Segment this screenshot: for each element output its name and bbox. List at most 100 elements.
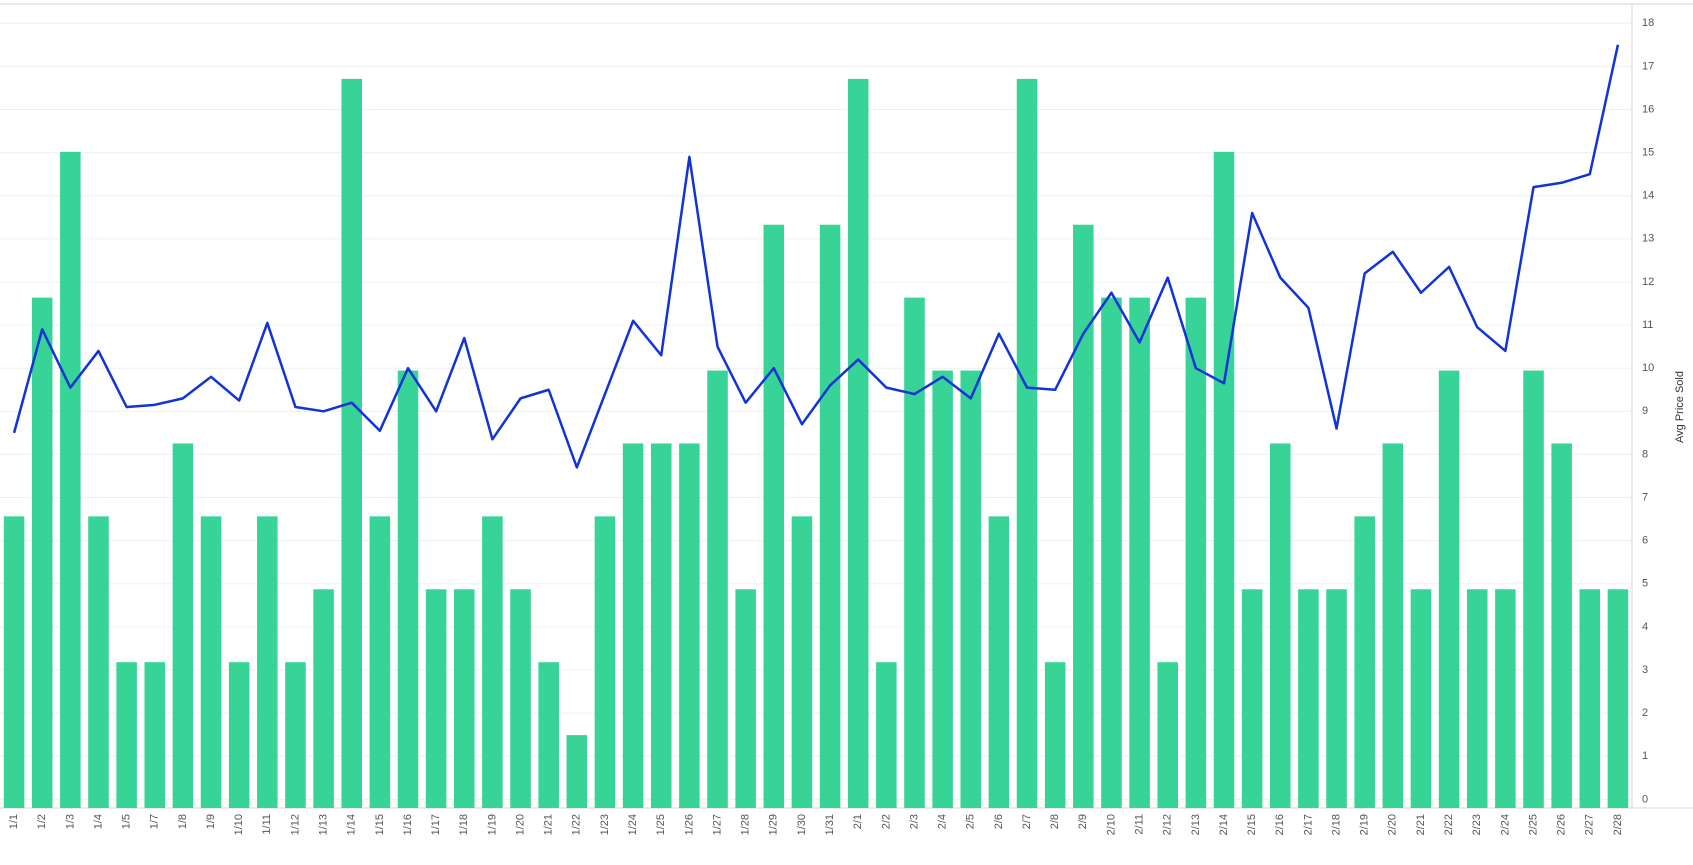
bar — [988, 516, 1010, 808]
bar — [1298, 589, 1319, 808]
x-tick-label: 1/18 — [458, 814, 470, 835]
bar — [31, 297, 53, 808]
x-tick-label: 1/19 — [486, 814, 498, 835]
x-tick-label: 2/23 — [1471, 814, 1483, 835]
x-tick-label: 2/6 — [993, 814, 1005, 829]
x-tick-label: 1/22 — [571, 814, 583, 835]
x-tick-label: 1/20 — [514, 814, 526, 835]
bar — [144, 662, 166, 808]
x-tick-label: 1/27 — [711, 814, 723, 835]
x-tick-label: 1/30 — [796, 814, 808, 835]
x-tick-label: 2/9 — [1077, 814, 1089, 829]
x-tick-label: 2/24 — [1499, 814, 1511, 835]
bar — [1157, 662, 1178, 808]
y2-tick-label: 9 — [1642, 405, 1648, 417]
y2-tick-label: 12 — [1642, 276, 1654, 288]
x-tick-label: 1/9 — [205, 814, 217, 829]
bar — [1466, 589, 1488, 808]
bar — [1101, 297, 1122, 808]
x-tick-label: 1/16 — [402, 814, 414, 835]
y2-tick-label: 10 — [1642, 362, 1654, 374]
x-tick-label: 1/14 — [346, 814, 358, 835]
bar — [1044, 662, 1066, 808]
x-tick-label: 2/26 — [1556, 814, 1568, 835]
x-tick-label: 1/31 — [824, 814, 836, 835]
y2-tick-label: 16 — [1642, 103, 1654, 115]
bar — [1213, 151, 1235, 808]
x-tick-label: 2/21 — [1415, 814, 1427, 835]
x-tick-label: 1/8 — [177, 814, 189, 829]
x-tick-label: 2/8 — [1049, 814, 1061, 829]
y2-tick-label: 3 — [1642, 664, 1648, 676]
y2-tick-label: 17 — [1642, 60, 1654, 72]
x-tick-label: 2/22 — [1443, 814, 1455, 835]
x-tick-label: 2/1 — [852, 814, 864, 829]
x-tick-label: 1/24 — [627, 814, 639, 835]
bar — [1326, 589, 1347, 808]
bar — [622, 443, 644, 808]
y2-tick-label: 8 — [1642, 448, 1648, 460]
bar — [60, 151, 81, 808]
x-tick-label: 1/21 — [543, 814, 555, 835]
bar — [257, 516, 278, 808]
x-tick-label: 2/17 — [1302, 814, 1314, 835]
x-tick-label: 2/11 — [1133, 814, 1145, 835]
bar — [482, 516, 503, 808]
bar — [735, 589, 756, 808]
bar — [1495, 589, 1516, 808]
y2-tick-label: 18 — [1642, 17, 1654, 29]
x-tick-label: 1/28 — [740, 814, 752, 835]
x-tick-label: 1/10 — [233, 814, 245, 835]
bar — [425, 589, 447, 808]
bar — [932, 370, 953, 808]
bar — [200, 516, 222, 808]
y2-tick-label: 1 — [1642, 750, 1648, 762]
x-tick-label: 1/11 — [261, 814, 273, 835]
bar — [369, 516, 391, 808]
x-tick-label: 2/14 — [1218, 814, 1230, 835]
bar — [763, 224, 785, 808]
line — [12, 44, 1620, 469]
x-tick-label: 1/17 — [430, 814, 442, 835]
bar — [1016, 78, 1038, 809]
bar — [172, 443, 194, 808]
x-tick-label: 1/25 — [655, 814, 667, 835]
y2-tick-label: 6 — [1642, 535, 1648, 547]
x-tick-label: 2/27 — [1584, 814, 1596, 835]
x-tick-label: 2/13 — [1190, 814, 1202, 835]
bar — [3, 516, 25, 808]
x-tick-label: 1/26 — [683, 814, 695, 835]
y2-tick-label: 4 — [1642, 621, 1648, 633]
y2-axis-title: Avg Price Sold — [1674, 371, 1686, 443]
bar — [1579, 589, 1601, 808]
bar — [397, 370, 419, 808]
x-tick-label: 1/7 — [149, 814, 161, 829]
bar — [1270, 443, 1291, 808]
bar — [510, 589, 531, 808]
x-tick-label: 2/2 — [880, 814, 892, 829]
y2-tick-label: 15 — [1642, 147, 1654, 159]
bar — [566, 735, 588, 808]
bar — [1410, 589, 1432, 808]
x-tick-label: 2/19 — [1359, 814, 1371, 835]
x-tick-label: 2/7 — [1021, 814, 1033, 829]
x-tick-label: 2/5 — [965, 814, 977, 829]
bar — [313, 589, 334, 808]
y2-tick-label: 0 — [1642, 793, 1648, 805]
x-tick-label: 1/4 — [92, 814, 104, 829]
bar — [594, 516, 616, 808]
x-tick-label: 2/3 — [908, 814, 920, 829]
x-tick-label: 1/23 — [599, 814, 611, 835]
y2-tick-label: 14 — [1642, 190, 1654, 202]
x-tick-label: 1/3 — [64, 814, 76, 829]
bar — [1607, 589, 1629, 808]
x-tick-label: 1/12 — [289, 814, 301, 835]
bar — [791, 516, 813, 808]
bar — [228, 662, 250, 808]
x-tick-label: 1/13 — [317, 814, 329, 835]
bar — [1382, 443, 1404, 808]
bar — [819, 224, 841, 808]
x-tick-label: 1/15 — [374, 814, 386, 835]
bar — [538, 662, 559, 808]
